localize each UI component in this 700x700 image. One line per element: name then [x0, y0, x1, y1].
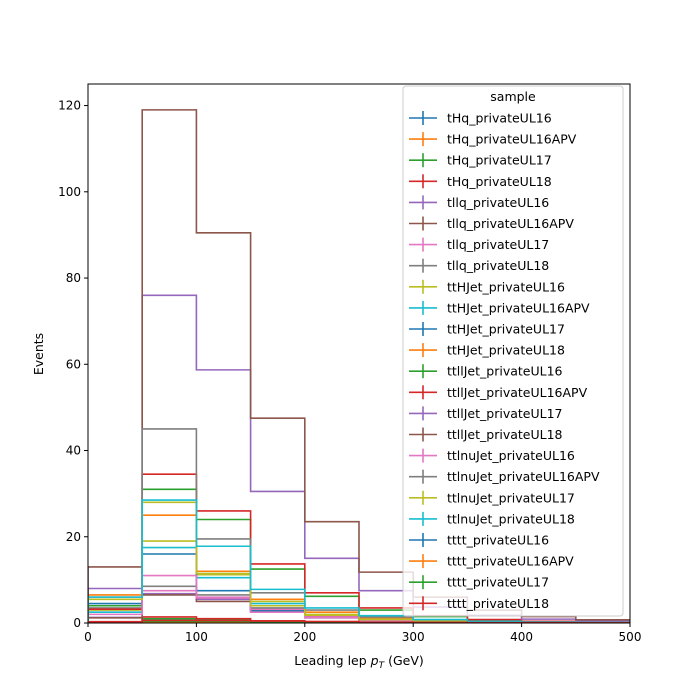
legend-label: tHq_privateUL17 [447, 153, 552, 168]
legend-label: ttlnuJet_privateUL16APV [447, 469, 600, 484]
legend-label: tHq_privateUL16APV [447, 132, 577, 147]
x-axis-label-p: p [370, 653, 379, 668]
legend-entry: ttlnuJet_privateUL18 [409, 511, 575, 526]
legend-entry: tllq_privateUL16 [409, 195, 549, 210]
legend-label: ttHJet_privateUL18 [447, 343, 565, 358]
x-tick-label: 400 [510, 630, 533, 644]
x-axis: 0 100 200 300 400 500 [84, 623, 641, 644]
y-tick-label: 120 [58, 99, 81, 113]
legend-label: tttt_privateUL16 [447, 533, 549, 548]
x-tick-label: 0 [84, 630, 92, 644]
legend-label: ttHJet_privateUL16APV [447, 300, 590, 315]
x-tick-label: 100 [185, 630, 208, 644]
legend-entry: tttt_privateUL16 [409, 533, 549, 548]
legend-entry: ttHJet_privateUL16 [409, 279, 565, 294]
legend-entry: tttt_privateUL18 [409, 596, 549, 611]
legend-entry: ttllJet_privateUL17 [409, 406, 563, 421]
axes-frame [87, 83, 631, 624]
legend-label: ttlnuJet_privateUL16 [447, 448, 575, 463]
legend-label: ttllJet_privateUL18 [447, 427, 563, 442]
legend-label: tHq_privateUL16 [447, 111, 552, 126]
legend-entry: tHq_privateUL16 [409, 111, 552, 126]
legend-label: ttHJet_privateUL17 [447, 322, 565, 337]
x-tick-label: 200 [293, 630, 316, 644]
legend-label: ttllJet_privateUL17 [447, 406, 563, 421]
y-tick-label: 80 [66, 271, 81, 285]
legend-label: tttt_privateUL18 [447, 596, 549, 611]
series-step-15 [88, 109, 630, 623]
legend-entry: tttt_privateUL16APV [409, 554, 574, 569]
legend-label: ttHJet_privateUL16 [447, 279, 565, 294]
legend-entry: tllq_privateUL16APV [409, 216, 574, 231]
legend-label: tllq_privateUL17 [447, 237, 549, 252]
x-axis-label-unit: (GeV) [384, 653, 424, 668]
legend-entry: tttt_privateUL17 [409, 575, 549, 590]
legend-entry: ttlnuJet_privateUL16 [409, 448, 575, 463]
legend-entry: tHq_privateUL16APV [409, 132, 577, 147]
legend-frame [402, 85, 624, 617]
legend-entry: ttlnuJet_privateUL16APV [409, 469, 600, 484]
x-axis-label: Leading lep pT (GeV) [294, 653, 424, 671]
legend-entry: tHq_privateUL17 [409, 153, 552, 168]
x-axis-label-main: Leading lep [294, 653, 370, 668]
legend-label: tttt_privateUL17 [447, 575, 549, 590]
legend-label: ttllJet_privateUL16 [447, 364, 563, 379]
legend-label: ttlnuJet_privateUL17 [447, 490, 575, 505]
legend-label: tllq_privateUL16APV [447, 216, 574, 231]
x-tick-label: 300 [402, 630, 425, 644]
legend-entry: tHq_privateUL18 [409, 174, 552, 189]
legend-entry: ttllJet_privateUL16APV [409, 385, 588, 400]
legend-label: tttt_privateUL16APV [447, 554, 574, 569]
y-axis: 0 20 40 60 80 100 120 [58, 99, 88, 630]
x-axis-label-sub: T [379, 661, 386, 671]
legend-entry: ttllJet_privateUL16 [409, 364, 563, 379]
legend-entry: ttllJet_privateUL18 [409, 427, 563, 442]
legend-entry: tllq_privateUL18 [409, 258, 549, 273]
y-tick-label: 40 [66, 444, 81, 458]
legend-entry: ttHJet_privateUL17 [409, 322, 565, 337]
legend: sample tHq_privateUL16 tHq_privateUL16APV… [402, 85, 624, 617]
y-axis-label: Events [31, 333, 46, 375]
legend-title: sample [490, 89, 536, 104]
legend-label: tllq_privateUL18 [447, 258, 549, 273]
legend-label: ttlnuJet_privateUL18 [447, 511, 575, 526]
x-tick-label: 500 [619, 630, 642, 644]
legend-label: tllq_privateUL16 [447, 195, 549, 210]
legend-entry: ttlnuJet_privateUL17 [409, 490, 575, 505]
y-tick-label: 60 [66, 357, 81, 371]
legend-label: tHq_privateUL18 [447, 174, 552, 189]
y-tick-label: 0 [73, 616, 81, 630]
series-step-13 [88, 473, 630, 623]
legend-entry: ttHJet_privateUL18 [409, 343, 565, 358]
legend-label: ttllJet_privateUL16APV [447, 385, 588, 400]
y-tick-label: 100 [58, 185, 81, 199]
y-tick-label: 20 [66, 530, 81, 544]
legend-entry: ttHJet_privateUL16APV [409, 300, 590, 315]
legend-items: tHq_privateUL16 tHq_privateUL16APV tHq_pri… [409, 111, 600, 611]
series-step-14 [88, 294, 630, 623]
legend-entry: tllq_privateUL17 [409, 237, 549, 252]
